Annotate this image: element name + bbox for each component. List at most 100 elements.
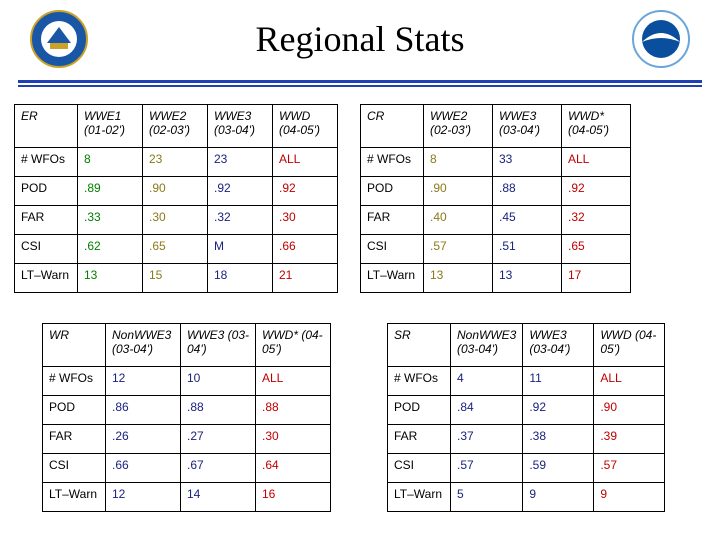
cell: 23 bbox=[143, 148, 208, 177]
row-label: POD bbox=[15, 177, 78, 206]
cell: 33 bbox=[493, 148, 562, 177]
row-label: POD bbox=[361, 177, 424, 206]
cell: .33 bbox=[78, 206, 143, 235]
cell: .86 bbox=[106, 396, 181, 425]
cell: .88 bbox=[256, 396, 331, 425]
cell: 11 bbox=[523, 367, 594, 396]
table-row: # WFOs82323ALL bbox=[15, 148, 338, 177]
row-1: ERWWE1 (01-02')WWE2 (02-03')WWE3 (03-04'… bbox=[14, 104, 706, 293]
cell: ALL bbox=[273, 148, 338, 177]
table-row: POD.84.92.90 bbox=[388, 396, 665, 425]
cell: .38 bbox=[523, 425, 594, 454]
col-header: WR bbox=[43, 324, 106, 367]
row-label: CSI bbox=[361, 235, 424, 264]
col-header: WWE3 (03-04') bbox=[493, 105, 562, 148]
cell: .37 bbox=[451, 425, 523, 454]
table-sr: SRNonWWE3 (03-04')WWE3 (03-04')WWD (04-0… bbox=[387, 323, 665, 512]
row-label: CSI bbox=[43, 454, 106, 483]
row-label: # WFOs bbox=[361, 148, 424, 177]
row-label: CSI bbox=[15, 235, 78, 264]
row-label: LT–Warn bbox=[15, 264, 78, 293]
row-label: # WFOs bbox=[43, 367, 106, 396]
row-label: FAR bbox=[15, 206, 78, 235]
row-label: LT–Warn bbox=[43, 483, 106, 512]
table-row: LT–Warn131317 bbox=[361, 264, 631, 293]
cell: .30 bbox=[143, 206, 208, 235]
rule-thick bbox=[18, 80, 702, 83]
cell: 8 bbox=[424, 148, 493, 177]
row-label: FAR bbox=[388, 425, 451, 454]
cell: .67 bbox=[181, 454, 256, 483]
cell: 16 bbox=[256, 483, 331, 512]
table-row: # WFOs1210ALL bbox=[43, 367, 331, 396]
cell: 5 bbox=[451, 483, 523, 512]
cell: 14 bbox=[181, 483, 256, 512]
cell: .66 bbox=[106, 454, 181, 483]
col-header: WWD* (04-05') bbox=[562, 105, 631, 148]
cell: .57 bbox=[424, 235, 493, 264]
cell: .62 bbox=[78, 235, 143, 264]
row-label: POD bbox=[388, 396, 451, 425]
cell: .88 bbox=[181, 396, 256, 425]
cell: .39 bbox=[594, 425, 665, 454]
cell: 13 bbox=[493, 264, 562, 293]
col-header: NonWWE3 (03-04') bbox=[451, 324, 523, 367]
cell: 9 bbox=[523, 483, 594, 512]
cell: 13 bbox=[78, 264, 143, 293]
table-row: FAR.37.38.39 bbox=[388, 425, 665, 454]
cell: .40 bbox=[424, 206, 493, 235]
table-row: CSI.57.51.65 bbox=[361, 235, 631, 264]
noaa-seal-icon bbox=[632, 10, 690, 68]
row-2: WRNonWWE3 (03-04')WWE3 (03-04')WWD* (04-… bbox=[14, 323, 706, 512]
table-row: FAR.33.30.32.30 bbox=[15, 206, 338, 235]
table-wr: WRNonWWE3 (03-04')WWE3 (03-04')WWD* (04-… bbox=[42, 323, 331, 512]
cell: .66 bbox=[273, 235, 338, 264]
cell: .57 bbox=[594, 454, 665, 483]
cell: .92 bbox=[208, 177, 273, 206]
table-row: # WFOs833ALL bbox=[361, 148, 631, 177]
cell: .57 bbox=[451, 454, 523, 483]
row-label: FAR bbox=[361, 206, 424, 235]
col-header: SR bbox=[388, 324, 451, 367]
col-header: WWE1 (01-02') bbox=[78, 105, 143, 148]
table-row: CSI.66.67.64 bbox=[43, 454, 331, 483]
table-row: POD.89.90.92.92 bbox=[15, 177, 338, 206]
cell: .51 bbox=[493, 235, 562, 264]
cell: .26 bbox=[106, 425, 181, 454]
cell: .30 bbox=[256, 425, 331, 454]
cell: 12 bbox=[106, 483, 181, 512]
table-row: LT–Warn13151821 bbox=[15, 264, 338, 293]
cell: ALL bbox=[594, 367, 665, 396]
cell: 12 bbox=[106, 367, 181, 396]
row-label: CSI bbox=[388, 454, 451, 483]
cell: 9 bbox=[594, 483, 665, 512]
commerce-seal-icon bbox=[30, 10, 88, 68]
row-label: # WFOs bbox=[15, 148, 78, 177]
cell: .88 bbox=[493, 177, 562, 206]
cell: 23 bbox=[208, 148, 273, 177]
cell: 17 bbox=[562, 264, 631, 293]
rule-thin bbox=[18, 85, 702, 87]
cell: .92 bbox=[273, 177, 338, 206]
cell: .59 bbox=[523, 454, 594, 483]
table-er: ERWWE1 (01-02')WWE2 (02-03')WWE3 (03-04'… bbox=[14, 104, 338, 293]
cell: .90 bbox=[594, 396, 665, 425]
col-header: WWE2 (02-03') bbox=[143, 105, 208, 148]
table-row: CSI.57.59.57 bbox=[388, 454, 665, 483]
cell: 8 bbox=[78, 148, 143, 177]
row-label: LT–Warn bbox=[361, 264, 424, 293]
table-row: # WFOs411ALL bbox=[388, 367, 665, 396]
table-row: LT–Warn121416 bbox=[43, 483, 331, 512]
col-header: WWE3 (03-04') bbox=[523, 324, 594, 367]
row-label: LT–Warn bbox=[388, 483, 451, 512]
cell: ALL bbox=[256, 367, 331, 396]
content: ERWWE1 (01-02')WWE2 (02-03')WWE3 (03-04'… bbox=[14, 104, 706, 542]
col-header: NonWWE3 (03-04') bbox=[106, 324, 181, 367]
header: Regional Stats bbox=[0, 0, 720, 88]
cell: 15 bbox=[143, 264, 208, 293]
cell: .65 bbox=[143, 235, 208, 264]
page-title: Regional Stats bbox=[0, 0, 720, 60]
cell: M bbox=[208, 235, 273, 264]
table-row: FAR.26.27.30 bbox=[43, 425, 331, 454]
cell: .64 bbox=[256, 454, 331, 483]
